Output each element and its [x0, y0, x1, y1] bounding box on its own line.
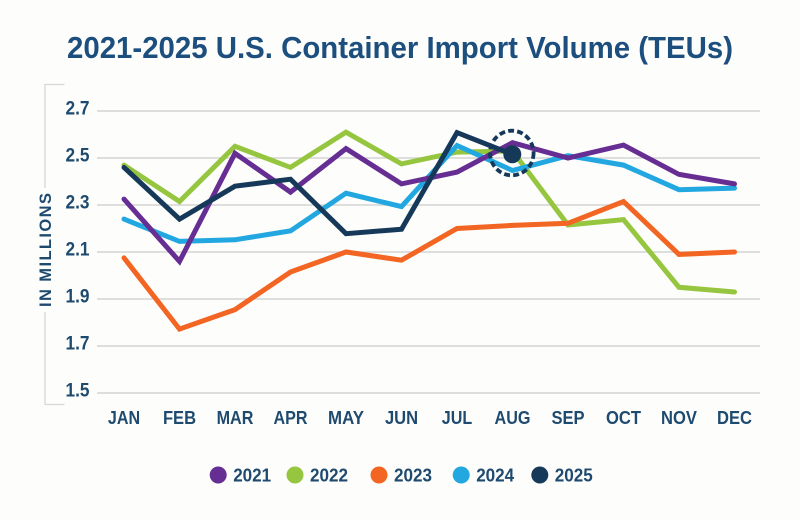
svg-text:2.7: 2.7: [66, 98, 90, 120]
svg-text:OCT: OCT: [606, 407, 642, 428]
svg-text:2021-2025 U.S. Container Impor: 2021-2025 U.S. Container Import Volume (…: [67, 31, 733, 65]
svg-text:2.3: 2.3: [66, 192, 90, 214]
svg-text:JUN: JUN: [385, 407, 418, 428]
svg-text:1.7: 1.7: [66, 333, 90, 355]
svg-text:NOV: NOV: [661, 407, 698, 428]
svg-text:MAR: MAR: [217, 407, 254, 428]
svg-text:DEC: DEC: [717, 407, 752, 428]
svg-text:JUL: JUL: [442, 407, 472, 428]
svg-text:JAN: JAN: [108, 407, 140, 428]
svg-text:2024: 2024: [476, 465, 515, 486]
svg-text:2.1: 2.1: [66, 239, 90, 261]
svg-text:2.5: 2.5: [66, 145, 90, 167]
svg-text:1.5: 1.5: [66, 380, 90, 402]
svg-text:MAY: MAY: [328, 407, 364, 428]
svg-text:2023: 2023: [394, 465, 432, 486]
svg-text:SEP: SEP: [551, 407, 584, 428]
svg-text:2022: 2022: [310, 465, 348, 486]
svg-text:1.9: 1.9: [66, 286, 90, 308]
svg-text:2025: 2025: [555, 465, 593, 486]
svg-text:APR: APR: [274, 407, 308, 428]
svg-text:FEB: FEB: [163, 407, 196, 428]
svg-text:2021: 2021: [233, 465, 271, 486]
svg-text:IN MILLIONS: IN MILLIONS: [37, 193, 55, 307]
svg-text:AUG: AUG: [495, 407, 531, 428]
